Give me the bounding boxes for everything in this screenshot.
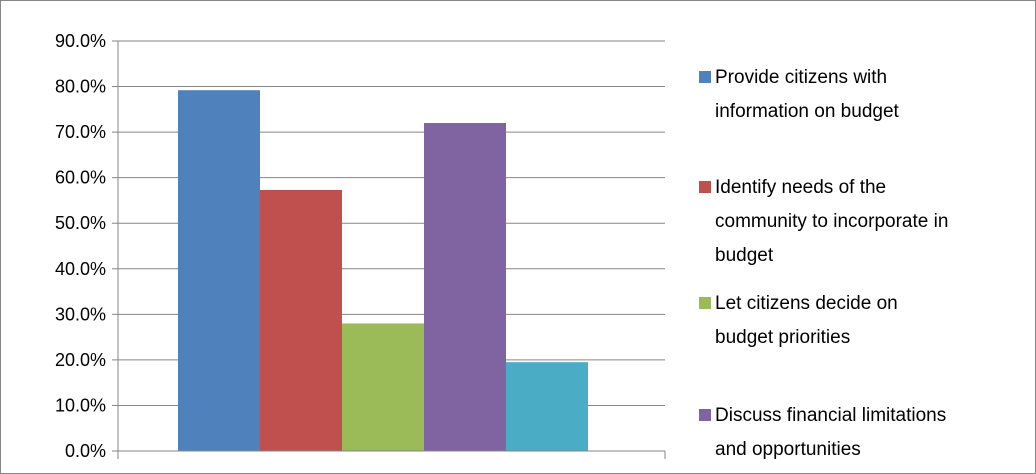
- legend-swatch: [699, 181, 711, 193]
- legend-label: and opportunities: [715, 439, 861, 460]
- bar: [506, 362, 588, 451]
- legend-label: information on budget: [715, 101, 900, 122]
- legend-label: Identify needs of the: [715, 177, 886, 198]
- legend-label: Let citizens decide on: [715, 293, 898, 314]
- y-tick-label: 30.0%: [55, 304, 106, 324]
- y-tick-label: 90.0%: [55, 31, 106, 51]
- legend-label: budget: [715, 245, 774, 266]
- axes: [112, 40, 666, 459]
- y-tick-label: 10.0%: [55, 395, 106, 415]
- y-tick-label: 0.0%: [65, 441, 106, 461]
- bar: [178, 90, 260, 451]
- legend-label: community to incorporate in: [715, 211, 948, 232]
- y-tick-label: 70.0%: [55, 122, 106, 142]
- bars: [178, 90, 588, 451]
- legend-label: budget priorities: [715, 327, 850, 348]
- legend: Provide citizens with information on budg…: [699, 67, 948, 460]
- bar: [424, 123, 506, 451]
- legend-label: Discuss financial limitations: [715, 405, 946, 426]
- bar: [342, 323, 424, 451]
- y-tick-label: 60.0%: [55, 168, 106, 188]
- legend-swatch: [699, 297, 711, 309]
- y-axis-tick-labels: 0.0% 10.0% 20.0% 30.0% 40.0% 50.0% 60.0% 70.0% 8…: [55, 31, 106, 461]
- legend-swatch: [699, 71, 711, 83]
- y-tick-label: 50.0%: [55, 213, 106, 233]
- legend-label: Provide citizens with: [715, 67, 887, 88]
- y-tick-label: 40.0%: [55, 259, 106, 279]
- y-tick-label: 20.0%: [55, 350, 106, 370]
- legend-swatch: [699, 409, 711, 421]
- bar: [260, 189, 342, 451]
- y-tick-label: 80.0%: [55, 77, 106, 97]
